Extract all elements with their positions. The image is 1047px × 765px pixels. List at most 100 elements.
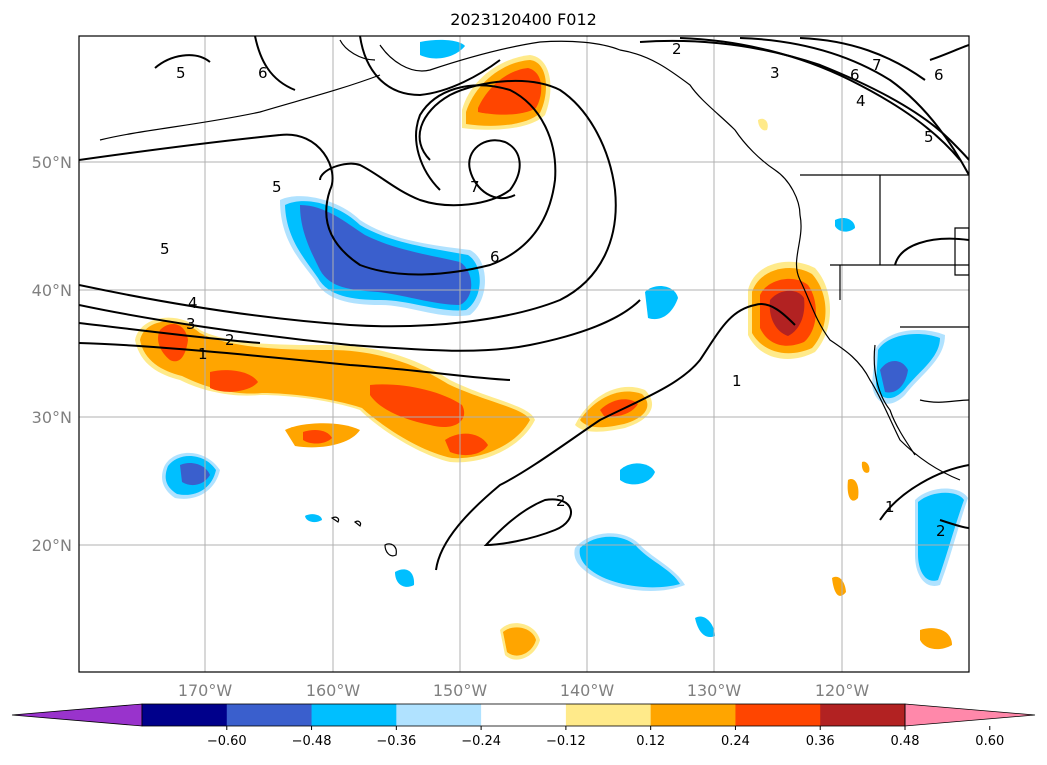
colorbar-segment <box>142 704 228 726</box>
colorbar-tick-label: −0.24 <box>461 734 501 749</box>
lon-label-160w: 160°W <box>306 681 361 700</box>
contour-label: 6 <box>934 66 944 84</box>
colorbar-tick-label: 0.12 <box>636 734 665 749</box>
contour-line <box>483 498 572 547</box>
positive-anomaly-region <box>920 628 952 650</box>
contour-line <box>154 54 211 69</box>
lon-label-130w: 130°W <box>687 681 742 700</box>
colorbar-segment <box>735 704 821 726</box>
negative-anomaly-region <box>918 492 964 581</box>
colorbar-segment <box>311 704 397 726</box>
contour-label: 5 <box>160 240 170 258</box>
contour-line <box>894 237 969 266</box>
contour-line <box>879 464 969 521</box>
colorbar-segment <box>396 704 482 726</box>
lat-label-20n: 20°N <box>32 536 72 555</box>
positive-anomaly-region <box>847 479 859 501</box>
negative-anomaly-region <box>420 39 465 59</box>
colorbar-tick-label: −0.12 <box>546 734 586 749</box>
longitude-labels: 170°W 160°W 150°W 140°W 130°W 120°W <box>178 681 870 700</box>
contour-label: 1 <box>198 345 208 363</box>
negative-anomaly-region <box>645 286 678 320</box>
positive-anomaly-region <box>832 576 846 596</box>
colorbar-segment <box>226 704 313 726</box>
hawaii-island <box>384 543 397 557</box>
negative-anomaly-region <box>835 217 855 232</box>
aleutian-islands <box>99 74 381 141</box>
north-america-coast <box>379 40 961 481</box>
contour-line <box>79 299 641 352</box>
contour-line <box>939 519 969 529</box>
colorbar-tick-label: 0.48 <box>891 734 920 749</box>
contour-label: 6 <box>490 248 500 266</box>
contour-line <box>639 39 969 161</box>
colorbar-segment <box>820 704 906 726</box>
contour-line <box>79 342 511 381</box>
alaska-coast <box>339 39 376 61</box>
colorbar-extend-low <box>11 703 143 727</box>
lat-label-50n: 50°N <box>32 153 72 172</box>
positive-anomaly-region <box>861 461 870 473</box>
contour-line <box>254 36 296 91</box>
negative-anomaly-region <box>579 536 680 588</box>
positive-anomaly-region <box>478 68 542 115</box>
contour-label: 1 <box>885 498 895 516</box>
contour-label: 6 <box>258 64 268 82</box>
contour-line <box>79 80 617 328</box>
contour-lines <box>79 36 969 571</box>
negative-anomaly-region <box>395 569 415 587</box>
contour-line <box>79 84 557 276</box>
positive-anomaly-region <box>445 433 488 456</box>
positive-anomaly-region <box>758 118 768 131</box>
lon-label-120w: 120°W <box>815 681 870 700</box>
contour-label: 3 <box>186 315 196 333</box>
positive-anomaly-region <box>503 627 536 656</box>
contour-label: 5 <box>176 64 186 82</box>
mexico-coast <box>919 399 969 403</box>
positive-anomaly-region <box>600 399 638 417</box>
lon-label-150w: 150°W <box>433 681 488 700</box>
lat-label-30n: 30°N <box>32 408 72 427</box>
colorbar-segment <box>481 704 567 726</box>
contour-labels: 1 2 3 4 5 5 5 6 6 7 1 2 2 3 4 5 6 6 7 1 … <box>160 40 946 540</box>
colorbar-tick-label: 0.60 <box>975 734 1004 749</box>
coastlines <box>99 39 969 557</box>
positive-anomaly-region <box>769 290 805 336</box>
contour-label: 2 <box>556 492 566 510</box>
baja-california-coast <box>873 344 916 456</box>
colorbar: −0.60 −0.48 −0.36 −0.24 −0.12 0.12 0.24 0.36 0.4… <box>11 703 1036 749</box>
colorbar-segment <box>650 704 736 726</box>
colorbar-tick-label: −0.60 <box>207 734 247 749</box>
positive-anomaly-region <box>210 370 258 392</box>
colorbar-segment <box>565 704 652 726</box>
positive-anomaly-region <box>303 430 332 444</box>
negative-anomaly-region <box>695 616 715 638</box>
contour-line <box>679 37 961 161</box>
lat-label-40n: 40°N <box>32 281 72 300</box>
contour-label: 2 <box>225 331 235 349</box>
shading-layer <box>135 39 968 660</box>
contour-label: 6 <box>850 66 860 84</box>
contour-label: 7 <box>470 178 480 196</box>
contour-label: 5 <box>924 128 934 146</box>
positive-anomaly-region <box>370 384 465 428</box>
contour-label: 1 <box>732 372 742 390</box>
latitude-labels: 50°N 40°N 30°N 20°N <box>32 153 72 555</box>
hawaii-island <box>330 516 340 523</box>
contour-line <box>319 139 521 207</box>
gridlines <box>79 36 969 672</box>
contour-line <box>739 37 969 176</box>
lon-label-140w: 140°W <box>560 681 615 700</box>
negative-anomaly-region <box>620 463 655 485</box>
negative-anomaly-region <box>305 514 322 523</box>
us-state-border <box>954 227 969 276</box>
lon-label-170w: 170°W <box>178 681 233 700</box>
contour-label: 5 <box>272 178 282 196</box>
contour-line <box>929 44 969 61</box>
colorbar-extend-high <box>904 703 1036 727</box>
colorbar-frame <box>141 703 906 727</box>
contour-label: 7 <box>872 56 882 74</box>
negative-anomaly-region <box>300 205 472 305</box>
negative-anomaly-region <box>180 463 210 486</box>
